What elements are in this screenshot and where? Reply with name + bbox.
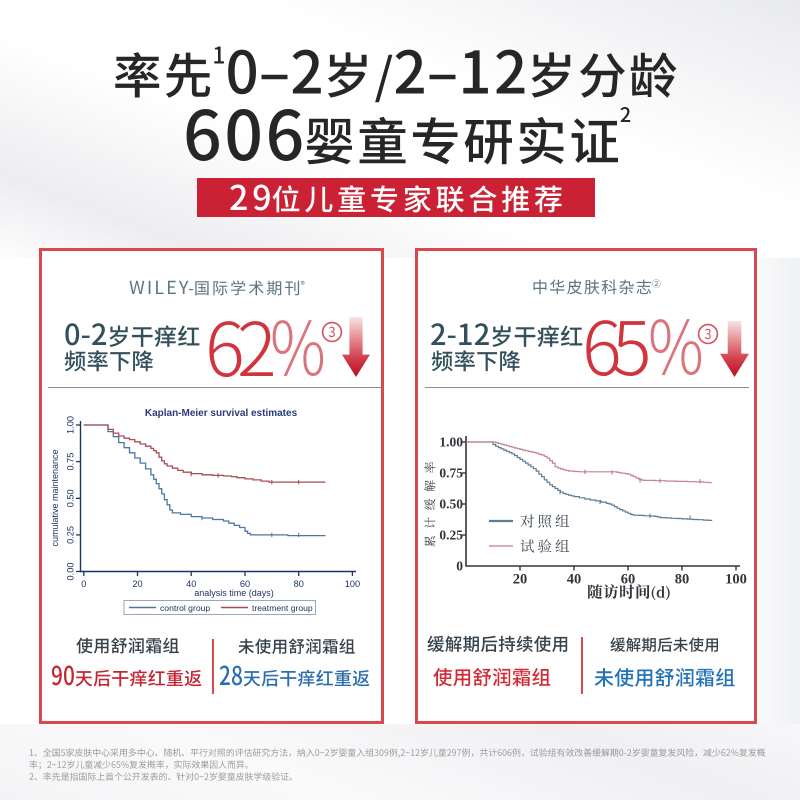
svg-text:80: 80	[294, 579, 304, 589]
svg-text:20: 20	[132, 579, 142, 589]
svg-text:0.00: 0.00	[66, 563, 76, 581]
svg-text:0.75: 0.75	[66, 453, 76, 471]
svg-text:cumulative maintenance: cumulative maintenance	[50, 449, 60, 546]
svg-text:0.50: 0.50	[439, 497, 463, 512]
svg-text:40: 40	[567, 572, 582, 588]
svg-text:60: 60	[240, 579, 250, 589]
svg-text:20: 20	[513, 572, 528, 588]
svg-text:1.00: 1.00	[66, 416, 76, 434]
svg-text:0.25: 0.25	[439, 528, 463, 543]
svg-text:0.25: 0.25	[66, 526, 76, 544]
svg-text:100: 100	[345, 579, 360, 589]
svg-text:0.50: 0.50	[66, 489, 76, 507]
svg-text:80: 80	[675, 572, 690, 588]
svg-text:0.75: 0.75	[439, 466, 463, 481]
svg-text:analysis time (days): analysis time (days)	[194, 588, 274, 598]
svg-text:Kaplan-Meier survival estimate: Kaplan-Meier survival estimates	[145, 408, 298, 419]
svg-text:40: 40	[186, 579, 196, 589]
svg-text:100: 100	[725, 572, 747, 588]
svg-text:treatment group: treatment group	[252, 603, 313, 613]
svg-text:60: 60	[621, 572, 636, 588]
svg-text:control group: control group	[160, 603, 210, 613]
svg-text:0: 0	[456, 559, 463, 574]
svg-text:1.00: 1.00	[439, 435, 463, 450]
svg-text:0: 0	[81, 579, 86, 589]
